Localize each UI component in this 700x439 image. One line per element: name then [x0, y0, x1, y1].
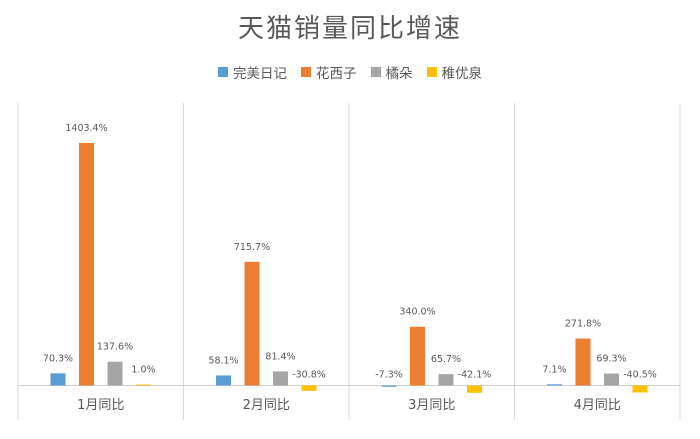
legend-item-2[interactable]: 橘朵	[370, 62, 413, 82]
legend-swatch-0	[218, 67, 228, 77]
data-label: -40.5%	[623, 370, 657, 381]
bar	[438, 374, 454, 386]
bar	[575, 338, 591, 386]
data-label: -30.8%	[292, 370, 326, 381]
x-tick-label: 2月同比	[243, 398, 290, 413]
bar	[632, 385, 648, 393]
bar	[301, 385, 317, 391]
data-label: 7.1%	[542, 364, 566, 375]
data-label: 137.6%	[97, 342, 133, 353]
data-label: -42.1%	[458, 370, 492, 381]
data-label: 70.3%	[43, 353, 73, 364]
bar	[50, 373, 66, 386]
legend-item-0[interactable]: 完美日记	[218, 62, 287, 82]
data-label: 58.1%	[208, 355, 238, 366]
legend-item-3[interactable]: 稚优泉	[426, 62, 483, 82]
legend-label-2: 橘朵	[385, 66, 413, 82]
chart-legend: 完美日记 花西子 橘朵 稚优泉	[0, 62, 700, 82]
bar	[547, 384, 562, 386]
legend-swatch-1	[301, 67, 311, 77]
legend-label-0: 完美日记	[233, 66, 287, 82]
data-label: 81.4%	[265, 351, 295, 362]
legend-item-1[interactable]: 花西子	[301, 62, 357, 82]
bar	[273, 371, 288, 386]
x-tick-label: 3月同比	[408, 398, 455, 413]
bar	[107, 361, 123, 386]
bar	[216, 375, 231, 386]
data-label: 1403.4%	[65, 123, 107, 134]
legend-swatch-3	[426, 67, 437, 77]
data-label: -7.3%	[375, 370, 403, 381]
data-label: 65.7%	[431, 354, 461, 365]
bar	[79, 143, 94, 386]
legend-swatch-2	[370, 67, 381, 77]
data-label: 1.0%	[131, 365, 155, 376]
bar	[136, 384, 151, 386]
bar	[410, 326, 425, 386]
data-label: 715.7%	[234, 242, 270, 253]
bar	[381, 385, 397, 387]
data-label: 271.8%	[565, 319, 601, 330]
data-label: 69.3%	[596, 354, 626, 365]
bar	[467, 385, 482, 393]
chart-title: 天猫销量同比增速	[237, 14, 462, 44]
legend-label-3: 稚优泉	[441, 66, 483, 82]
bar	[604, 373, 619, 386]
x-tick-label: 4月同比	[574, 398, 621, 413]
legend-label-1: 花西子	[316, 66, 357, 82]
bar	[244, 261, 260, 386]
data-label: 340.0%	[399, 307, 435, 318]
x-tick-label: 1月同比	[77, 398, 124, 413]
